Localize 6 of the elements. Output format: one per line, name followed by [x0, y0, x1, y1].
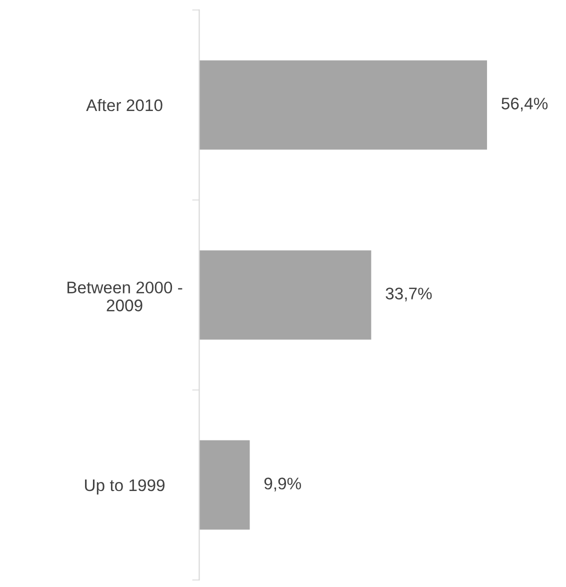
data-label: 56,4% — [502, 98, 548, 112]
data-label: 9,9% — [264, 478, 302, 492]
data-label: 33,7% — [386, 288, 432, 302]
y-tick-label: Up to 1999 — [85, 479, 165, 494]
y-tick-label: After 2010 — [86, 98, 162, 112]
y-tick-label: Between 2000 - 2009 — [68, 282, 182, 312]
